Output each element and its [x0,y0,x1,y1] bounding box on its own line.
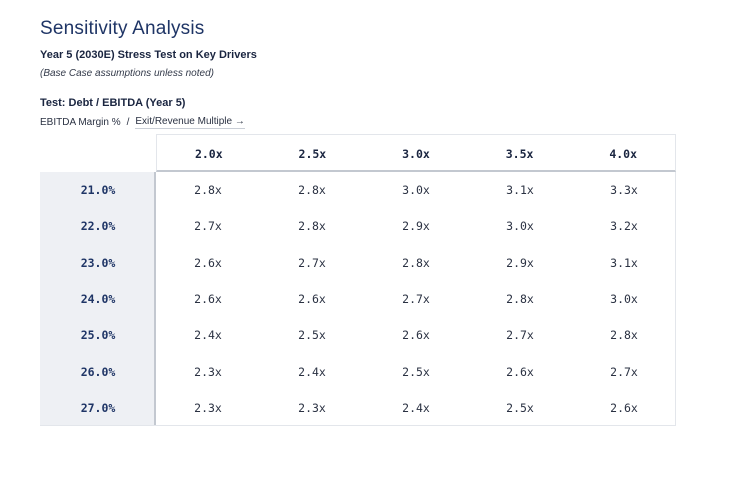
table-cell: 2.5x [298,328,326,343]
sensitivity-table: 2.0x 2.5x 3.0x 3.5x 4.0x 21.0% 2.8x 2.8x… [40,134,676,426]
table-row: 25.0% 2.4x 2.5x 2.6x 2.7x 2.8x [40,317,676,353]
column-header: 3.5x [505,146,534,161]
table-header-row: 2.0x 2.5x 3.0x 3.5x 4.0x [156,134,676,172]
table-row: 27.0% 2.3x 2.3x 2.4x 2.5x 2.6x [40,390,676,426]
test-label: Test: Debt / EBITDA (Year 5) [40,97,186,109]
table-cell: 2.3x [194,364,222,379]
table-cell: 2.7x [194,219,222,234]
table-row: 21.0% 2.8x 2.8x 3.0x 3.1x 3.3x [40,172,676,208]
row-header: 27.0% [80,400,116,415]
table-cell: 2.6x [610,400,638,415]
table-cell: 3.0x [610,292,638,307]
table-cell: 2.5x [506,400,534,415]
row-header: 26.0% [80,364,116,379]
table-row: 26.0% 2.3x 2.4x 2.5x 2.6x 2.7x [40,354,676,390]
table-cell: 2.8x [194,183,222,198]
column-header: 4.0x [609,146,638,161]
page-subtitle: Year 5 (2030E) Stress Test on Key Driver… [40,49,257,61]
column-header: 2.0x [194,146,223,161]
table-cell: 2.4x [194,328,222,343]
row-label-column [40,172,156,426]
table-cell: 2.5x [402,364,430,379]
page-title: Sensitivity Analysis [40,18,205,39]
table-row: 23.0% 2.6x 2.7x 2.8x 2.9x 3.1x [40,245,676,281]
table-cell: 2.7x [298,255,326,270]
row-header: 21.0% [80,183,116,198]
table-row: 22.0% 2.7x 2.8x 2.9x 3.0x 3.2x [40,208,676,244]
table-row: 24.0% 2.6x 2.6x 2.7x 2.8x 3.0x [40,281,676,317]
row-header: 24.0% [80,292,116,307]
table-cell: 3.1x [610,255,638,270]
table-cell: 2.7x [402,292,430,307]
row-header: 25.0% [80,328,116,343]
table-cell: 2.7x [610,364,638,379]
table-cell: 2.6x [194,255,222,270]
table-cell: 2.8x [402,255,430,270]
table-cell: 3.0x [402,183,430,198]
table-cell: 2.8x [506,292,534,307]
table-cell: 2.9x [506,255,534,270]
assumptions-note: (Base Case assumptions unless noted) [40,68,214,79]
table-cell: 2.9x [402,219,430,234]
table-cell: 3.1x [506,183,534,198]
table-cell: 2.3x [298,400,326,415]
row-header: 23.0% [80,255,116,270]
column-header: 3.0x [402,146,430,161]
row-axis-label: EBITDA Margin % [40,117,121,128]
table-bottom-border [40,425,676,426]
axis-separator: / [126,117,130,128]
table-cell: 2.4x [402,400,430,415]
table-cell: 2.8x [298,183,326,198]
column-axis-label: Exit/Revenue Multiple → [135,116,245,129]
table-cell: 2.6x [402,328,430,343]
table-cell: 3.0x [506,219,534,234]
table-cell: 2.7x [506,328,534,343]
column-header: 2.5x [298,146,327,161]
table-cell: 2.3x [194,400,222,415]
row-header: 22.0% [80,219,116,234]
table-cell: 3.3x [610,183,638,198]
table-cell: 2.6x [506,364,534,379]
table-cell: 2.6x [194,292,222,307]
table-cell: 2.6x [298,292,326,307]
table-cell: 2.4x [298,364,326,379]
table-cell: 2.8x [610,328,638,343]
table-cell: 3.2x [610,219,638,234]
axis-labels: EBITDA Margin % / Exit/Revenue Multiple … [40,116,245,129]
table-cell: 2.8x [298,219,326,234]
